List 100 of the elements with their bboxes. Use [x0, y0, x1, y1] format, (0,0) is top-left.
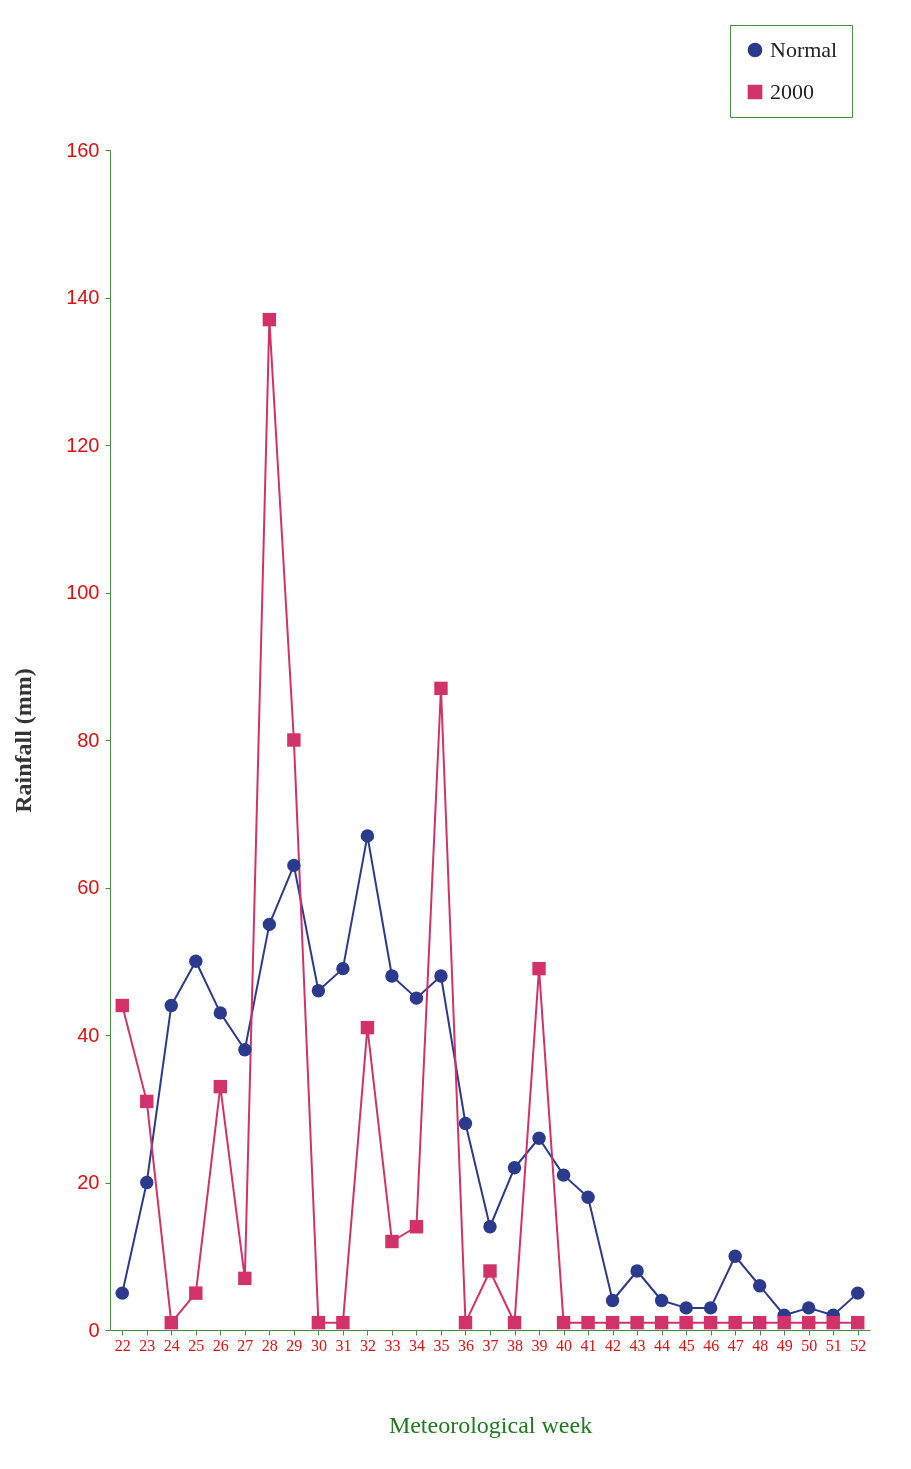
point [458, 1116, 473, 1131]
point [213, 1006, 228, 1020]
point [238, 1043, 252, 1057]
x-tick-label: 32 [359, 1336, 376, 1354]
x-tick-label: 27 [237, 1336, 254, 1354]
point [851, 1286, 865, 1300]
y-axis-title: Rainfall (mm) [10, 668, 37, 813]
point [483, 1220, 497, 1234]
point [115, 998, 129, 1013]
point [311, 1315, 326, 1330]
x-tick-label: 45 [678, 1336, 695, 1354]
point [703, 1301, 718, 1315]
x-tick-label: 50 [801, 1336, 818, 1354]
point [434, 681, 448, 696]
point [164, 1315, 178, 1330]
point [679, 1315, 693, 1330]
x-tick-label: 28 [261, 1336, 278, 1354]
x-tick-label: 26 [212, 1336, 229, 1354]
x-tick-label: 47 [727, 1336, 744, 1354]
point [360, 829, 375, 843]
y-tick-label: 0 [88, 1318, 100, 1341]
x-tick-label: 25 [188, 1336, 205, 1354]
point [581, 1315, 595, 1330]
point [385, 969, 399, 983]
x-tick-label: 43 [629, 1336, 646, 1354]
point [189, 1286, 203, 1300]
point [728, 1315, 742, 1330]
x-tick-label: 33 [384, 1336, 401, 1354]
point [434, 969, 448, 983]
point [287, 858, 301, 873]
x-tick-label: 34 [408, 1336, 425, 1354]
point [654, 1315, 669, 1330]
x-tick-label: 38 [507, 1336, 524, 1354]
point [115, 1286, 129, 1300]
point [703, 1315, 718, 1330]
point [532, 1131, 546, 1145]
point [213, 1079, 228, 1094]
y-tick-label: 40 [77, 1023, 100, 1046]
point [728, 1249, 742, 1263]
x-tick-label: 39 [531, 1336, 548, 1354]
point [311, 984, 326, 998]
point [630, 1264, 644, 1278]
point [262, 312, 277, 327]
point [238, 1271, 252, 1286]
legend-label: 2000 [770, 79, 814, 104]
y-tick-label: 100 [66, 581, 100, 603]
point [556, 1168, 571, 1182]
point [287, 733, 301, 747]
point [752, 1315, 767, 1330]
x-tick-label: 49 [776, 1336, 793, 1354]
point [336, 961, 350, 976]
x-tick-label: 24 [163, 1336, 180, 1354]
y-tick-label: 160 [66, 138, 100, 161]
x-tick-label: 30 [310, 1336, 327, 1354]
y-tick-label: 60 [77, 876, 100, 898]
point [140, 1094, 154, 1109]
point [826, 1315, 840, 1330]
point [385, 1234, 399, 1249]
point [336, 1315, 350, 1330]
y-tick-label: 80 [77, 728, 100, 751]
point [802, 1301, 816, 1315]
point [409, 991, 424, 1005]
point [752, 1279, 767, 1293]
point [140, 1175, 154, 1190]
x-axis-title: Meteorological week [388, 1411, 593, 1438]
x-tick-label: 42 [605, 1336, 622, 1354]
x-tick-label: 40 [556, 1336, 573, 1354]
point [189, 954, 203, 968]
x-tick-label: 52 [850, 1336, 867, 1354]
point [483, 1264, 497, 1278]
x-tick-label: 46 [703, 1336, 720, 1354]
x-tick-label: 31 [335, 1336, 352, 1354]
x-tick-label: 29 [286, 1336, 303, 1354]
x-tick-label: 48 [752, 1336, 769, 1354]
x-tick-label: 36 [457, 1336, 474, 1354]
x-tick-label: 22 [114, 1336, 131, 1354]
x-tick-label: 51 [825, 1336, 842, 1354]
point [409, 1220, 424, 1234]
point [507, 1315, 522, 1330]
point [777, 1315, 791, 1330]
point [605, 1293, 620, 1308]
point [605, 1315, 620, 1330]
point [581, 1190, 595, 1204]
x-tick-label: 41 [580, 1336, 597, 1354]
point [654, 1293, 669, 1308]
point [802, 1315, 816, 1330]
point [679, 1301, 693, 1315]
x-tick-label: 35 [433, 1336, 450, 1354]
point [630, 1315, 644, 1330]
x-tick-label: 23 [139, 1336, 156, 1354]
legend-label: Normal [770, 37, 838, 62]
point [507, 1161, 522, 1175]
y-tick-label: 20 [77, 1171, 100, 1193]
point [532, 961, 546, 976]
point [458, 1315, 473, 1330]
x-tick-label: 37 [482, 1336, 499, 1354]
y-tick-label: 140 [66, 286, 100, 308]
y-tick-label: 120 [66, 433, 100, 456]
point [262, 917, 277, 932]
point [851, 1315, 865, 1330]
